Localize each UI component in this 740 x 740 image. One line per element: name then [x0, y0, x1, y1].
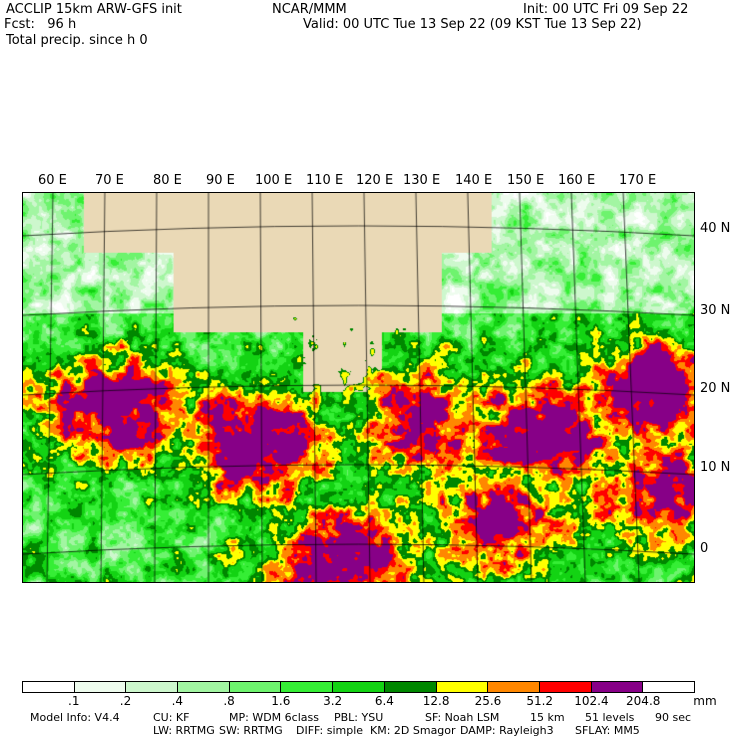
levels-info: 51 levels: [585, 711, 635, 724]
lon-label: 150 E: [507, 173, 545, 188]
colorbar: [22, 681, 695, 693]
org-label: NCAR/MMM: [272, 2, 347, 17]
km-info: KM: 2D Smagor: [370, 724, 456, 737]
colorbar-label: 3.2: [323, 694, 343, 708]
colorbar-label: .1: [68, 694, 80, 708]
lon-label: 140 E: [455, 173, 493, 188]
colorbar-label: 1.6: [271, 694, 291, 708]
colorbar-label: 6.4: [374, 694, 394, 708]
model-info: Model Info: V4.4: [30, 711, 120, 724]
colorbar-label: 102.4: [574, 694, 609, 708]
model-title: ACCLIP 15km ARW-GFS init: [6, 2, 182, 17]
pbl-info: PBL: YSU: [334, 711, 384, 724]
sflay-info: SFLAY: MM5: [575, 724, 640, 737]
damp-info: DAMP: Rayleigh3: [460, 724, 554, 737]
colorbar-label: 25.6: [474, 694, 502, 708]
mp-info: MP: WDM 6class: [229, 711, 319, 724]
lon-label: 120 E: [356, 173, 394, 188]
colorbar-swatch: [333, 682, 385, 692]
colorbar-label: .2: [119, 694, 132, 708]
resolution-info: 15 km: [530, 711, 565, 724]
cu-info: CU: KF: [153, 711, 190, 724]
init-time: Init: 00 UTC Fri 09 Sep 22: [523, 2, 689, 17]
valid-time: Valid: 00 UTC Tue 13 Sep 22 (09 KST Tue …: [303, 17, 642, 32]
forecast-hour: Fcst: 96 h: [4, 17, 77, 32]
sf-info: SF: Noah LSM: [425, 711, 500, 724]
lat-label: 40 N: [700, 221, 731, 236]
field-name: Total precip. since h 0: [6, 33, 148, 48]
unit-label: mm: [693, 694, 717, 708]
lon-label: 100 E: [255, 173, 293, 188]
lon-label: 90 E: [206, 173, 235, 188]
lw-info: LW: RRTMG: [153, 724, 215, 737]
colorbar-swatch: [178, 682, 230, 692]
colorbar-swatch: [643, 682, 694, 692]
colorbar-label: .4: [171, 694, 184, 708]
colorbar-swatch: [591, 682, 644, 692]
lat-label: 30 N: [700, 303, 731, 318]
lon-label: 160 E: [558, 173, 596, 188]
lon-label: 170 E: [619, 173, 657, 188]
colorbar-label: 204.8: [626, 694, 661, 708]
lon-label: 70 E: [95, 173, 124, 188]
colorbar-swatch: [384, 682, 437, 692]
timestep-info: 90 sec: [655, 711, 692, 724]
precip-map: [22, 192, 695, 583]
colorbar-swatch: [539, 682, 592, 692]
diff-info: DIFF: simple: [296, 724, 364, 737]
colorbar-swatch: [281, 682, 334, 692]
lat-label: 10 N: [700, 460, 731, 475]
lon-label: 80 E: [153, 173, 182, 188]
colorbar-label: 51.2: [526, 694, 554, 708]
sw-info: SW: RRTMG: [219, 724, 283, 737]
colorbar-swatch: [74, 682, 127, 692]
colorbar-swatch: [126, 682, 179, 692]
colorbar-label: 12.8: [422, 694, 450, 708]
lat-label: 20 N: [700, 381, 731, 396]
colorbar-swatch: [436, 682, 489, 692]
lon-label: 130 E: [403, 173, 441, 188]
lon-label: 110 E: [306, 173, 344, 188]
lat-label: 0: [700, 541, 709, 556]
colorbar-label: .8: [223, 694, 235, 708]
colorbar-swatch: [23, 682, 75, 692]
colorbar-swatch: [229, 682, 282, 692]
colorbar-swatch: [488, 682, 540, 692]
lon-label: 60 E: [38, 173, 67, 188]
